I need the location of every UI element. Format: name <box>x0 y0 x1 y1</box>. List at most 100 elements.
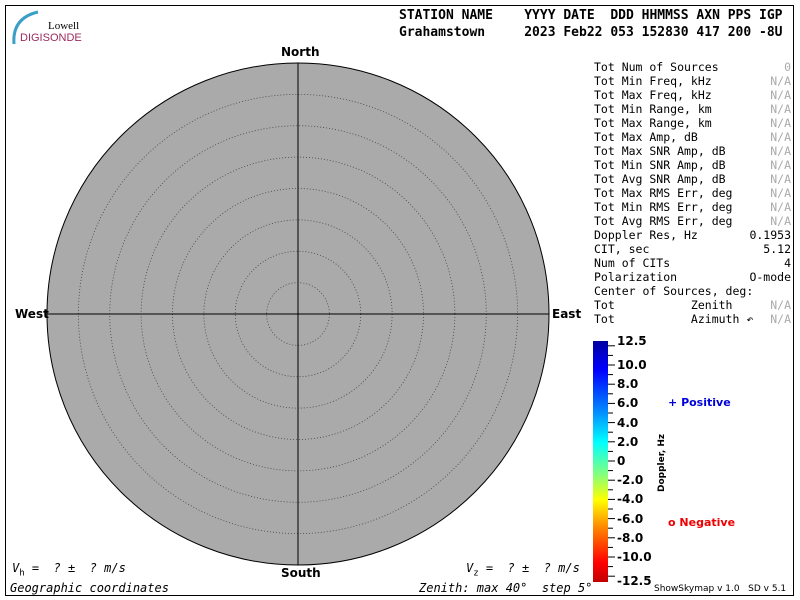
vz-readout: Vz = ? ± ? m/s <box>466 561 580 578</box>
stat-row: Tot Num of Sources 0 <box>594 60 791 74</box>
stat-label: Tot Min SNR Amp, dB <box>594 158 726 172</box>
header-labels: STATION NAME YYYY DATE DDD HHMMSS AXN PP… <box>399 8 783 23</box>
stat-value: N/A <box>770 186 791 200</box>
stat-row: Doppler Res, Hz 0.1953 <box>594 228 791 242</box>
stat-value: N/A <box>770 172 791 186</box>
stat-label: Tot Max Freq, kHz <box>594 88 712 102</box>
legend-negative: o Negative <box>668 516 735 529</box>
vh-symbol: V <box>12 561 20 575</box>
stat-value: 5.12 <box>763 242 791 256</box>
stat-value: N/A <box>770 200 791 214</box>
stat-label: Doppler Res, Hz <box>594 228 698 242</box>
stat-value: 0.1953 <box>749 228 791 242</box>
header-values: Grahamstown 2023 Feb22 053 152830 417 20… <box>399 25 783 40</box>
legend-positive-label: Positive <box>681 396 731 409</box>
stat-row: Tot Max Range, km N/A <box>594 116 791 130</box>
stat-label: Polarization <box>594 270 678 284</box>
logo-line2: DIGISONDE <box>20 32 82 44</box>
legend-positive: + Positive <box>668 396 731 409</box>
stat-row: Tot Max Amp, dB N/A <box>594 130 791 144</box>
stat-label: Tot Azimuth ↶ <box>594 312 754 326</box>
logo: Lowell DIGISONDE <box>10 10 85 48</box>
vh-value: = ? ± ? m/s <box>24 561 126 575</box>
stat-label: Tot Max Range, km <box>594 116 712 130</box>
stat-row: Polarization O-mode <box>594 270 791 284</box>
stat-row: Center of Sources, deg: <box>594 284 791 298</box>
label-south: South <box>281 566 321 580</box>
stat-label: Tot Max Amp, dB <box>594 130 698 144</box>
logo-line1: Lowell <box>48 20 80 32</box>
vh-subscript: h <box>19 568 25 579</box>
stat-label: CIT, sec <box>594 242 650 256</box>
stat-label: Tot Max SNR Amp, dB <box>594 144 726 158</box>
stat-label: Tot Max RMS Err, deg <box>594 186 733 200</box>
stat-value: O-mode <box>749 270 791 284</box>
stat-value: N/A <box>770 130 791 144</box>
stat-label: Tot Avg RMS Err, deg <box>594 214 733 228</box>
colorbar-tick-label: -12.5 <box>617 574 652 588</box>
colorbar-tick-label: -8.0 <box>617 530 644 545</box>
colorbar-tick-label: 12.5 <box>617 334 647 348</box>
doppler-colorbar <box>593 341 608 582</box>
label-north: North <box>281 45 320 59</box>
colorbar-tick-label: 4.0 <box>617 415 639 430</box>
stat-row: Tot Max SNR Amp, dB N/A <box>594 144 791 158</box>
colorbar-ticks <box>608 345 615 577</box>
version-label: ShowSkymap v 1.0 SD v 5.1 <box>654 584 787 594</box>
stat-row: Tot Min SNR Amp, dB N/A <box>594 158 791 172</box>
colorbar-tick-label: -2.0 <box>617 473 644 488</box>
stat-value: N/A <box>770 102 791 116</box>
stat-row: CIT, sec 5.12 <box>594 242 791 256</box>
window-frame <box>5 5 794 596</box>
stat-value: N/A <box>770 144 791 158</box>
stat-label: Tot Min Range, km <box>594 102 712 116</box>
stat-row: Tot Avg SNR Amp, dB N/A <box>594 172 791 186</box>
colorbar-tick-label: 0 <box>617 454 626 468</box>
stat-value: N/A <box>770 88 791 102</box>
stat-value: N/A <box>770 74 791 88</box>
stat-label: Tot Zenith <box>594 298 733 312</box>
stat-value: 0 <box>784 60 791 74</box>
stat-value: N/A <box>770 158 791 172</box>
colorbar-tick-label: -4.0 <box>617 492 644 507</box>
zenith-label: Zenith: max 40° step 5° <box>419 581 593 595</box>
vz-value: = ? ± ? m/s <box>478 561 580 575</box>
stat-row: Tot Min Freq, kHz N/A <box>594 74 791 88</box>
label-east: East <box>552 307 582 321</box>
stat-label: Tot Min RMS Err, deg <box>594 200 733 214</box>
legend-negative-label: Negative <box>679 516 736 529</box>
skymap-plot <box>46 62 550 566</box>
coordinates-label: Geographic coordinates <box>10 581 169 595</box>
colorbar-title: Doppler, Hz <box>657 433 667 492</box>
stat-value: N/A <box>770 298 791 312</box>
stat-label: Tot Min Freq, kHz <box>594 74 712 88</box>
stat-row: Tot Azimuth ↶ N/A <box>594 312 791 326</box>
stat-row: Tot Avg RMS Err, deg N/A <box>594 214 791 228</box>
stat-row: Tot Min RMS Err, deg N/A <box>594 200 791 214</box>
colorbar-tick-label: 6.0 <box>617 396 639 411</box>
stat-row: Tot Max Freq, kHz N/A <box>594 88 791 102</box>
colorbar-tick-label: -6.0 <box>617 511 644 526</box>
stat-label: Tot Avg SNR Amp, dB <box>594 172 726 186</box>
plus-icon: + <box>668 396 678 409</box>
circle-icon: o <box>668 516 676 529</box>
stat-row: Tot Zenith N/A <box>594 298 791 312</box>
colorbar-tick-label: 2.0 <box>617 434 639 449</box>
vz-symbol: V <box>466 561 474 575</box>
stat-row: Num of CITs 4 <box>594 256 791 270</box>
stat-row: Tot Min Range, km N/A <box>594 102 791 116</box>
stat-label: Num of CITs <box>594 256 671 270</box>
vh-readout: Vh = ? ± ? m/s <box>12 561 126 578</box>
stat-value: N/A <box>770 116 791 130</box>
vz-subscript: z <box>473 568 479 579</box>
stat-value: N/A <box>770 214 791 228</box>
colorbar-tick-label: 8.0 <box>617 377 639 392</box>
stat-label: Tot Num of Sources <box>594 60 719 74</box>
logo-arc-icon <box>12 10 39 45</box>
stat-value: N/A <box>770 312 791 326</box>
label-west: West <box>15 307 49 321</box>
stat-value: 4 <box>784 256 791 270</box>
stat-row: Tot Max RMS Err, deg N/A <box>594 186 791 200</box>
stat-label: Center of Sources, deg: <box>594 284 754 298</box>
colorbar-tick-label: -10.0 <box>617 550 652 564</box>
